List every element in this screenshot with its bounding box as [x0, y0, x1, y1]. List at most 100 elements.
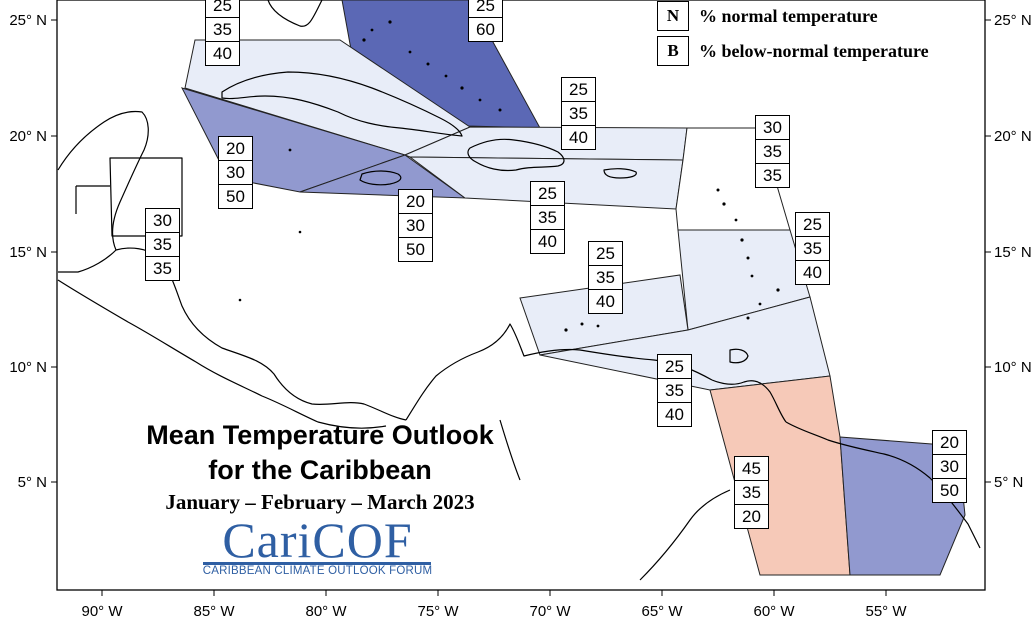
prob-above: 25	[596, 244, 615, 263]
prob-normal: 35	[735, 480, 768, 504]
x-label-90: 90° W	[81, 603, 123, 620]
prob-below: 20	[735, 504, 768, 528]
prob-normal: 35	[658, 378, 691, 402]
yucatan-coast	[57, 110, 149, 273]
prob-box-belize: 30 35 35	[145, 208, 180, 281]
coastlines	[57, 0, 981, 581]
colombia-coast	[405, 323, 713, 421]
prob-box-abc-islands: 25 35 40	[588, 241, 623, 314]
prob-box-cuba-west: 25 35 40	[205, 0, 240, 66]
prob-below: 40	[589, 289, 622, 313]
prob-above: 25	[538, 184, 557, 203]
map-period: January – February – March 2023	[165, 490, 475, 514]
region-jamaica	[299, 154, 467, 199]
florida-coast	[267, 0, 323, 27]
prob-normal: 35	[206, 17, 239, 41]
prob-normal: 30	[219, 160, 252, 184]
y-left-25: 25° N	[9, 12, 47, 29]
x-label-65: 65° W	[641, 603, 683, 620]
prob-above: 20	[226, 139, 245, 158]
prob-above: 25	[803, 215, 822, 234]
prob-below: 35	[146, 256, 179, 280]
prob-box-hispaniola: 25 35 40	[561, 77, 596, 150]
x-label-55: 55° W	[865, 603, 907, 620]
prob-normal: 35	[531, 205, 564, 229]
prob-normal: 35	[796, 236, 829, 260]
prob-below: 40	[531, 229, 564, 253]
legend-normal: N % normal temperature	[657, 1, 878, 31]
prob-normal: 35	[756, 139, 789, 163]
y-right-15: 15° N	[994, 244, 1032, 261]
prob-above: 30	[763, 118, 782, 137]
prob-below: 50	[219, 184, 252, 208]
prob-below: 40	[206, 41, 239, 65]
y-left-5: 5° N	[18, 474, 47, 491]
prob-below: 40	[562, 125, 595, 149]
caricof-logo-subtitle: CARIBBEAN CLIMATE OUTLOOK FORUM	[202, 565, 433, 577]
prob-below: 50	[399, 237, 432, 261]
y-axis-labels-left: 25° N 20° N 15° N 10° N 5° N	[9, 12, 47, 491]
prob-above: 25	[665, 357, 684, 376]
prob-below: 40	[796, 260, 829, 284]
prob-box-jamaica: 20 30 50	[398, 189, 433, 262]
x-label-60: 60° W	[753, 603, 795, 620]
pacific-coast	[57, 279, 387, 429]
south-america-interior	[499, 419, 731, 581]
prob-box-suriname: 20 30 50	[932, 430, 967, 503]
prob-normal: 60	[469, 17, 502, 41]
jamaica-coast	[359, 170, 402, 186]
prob-box-leeward-north: 30 35 35	[755, 115, 790, 188]
prob-below: 40	[658, 402, 691, 426]
venezuela-coast	[711, 379, 787, 423]
axis-y-ticks	[51, 19, 991, 483]
prob-below: 35	[756, 163, 789, 187]
y-right-5: 5° N	[994, 474, 1023, 491]
islands	[238, 20, 780, 332]
prob-above: 25	[476, 0, 495, 15]
caricof-logo: CariCOF	[222, 512, 413, 568]
axis-x-ticks	[101, 590, 887, 596]
y-right-20: 20° N	[994, 128, 1032, 145]
prob-above: 45	[742, 459, 761, 478]
map-title-line2: for the Caribbean	[208, 455, 432, 485]
prob-box-hispaniola-south: 25 35 40	[530, 181, 565, 254]
legend-key-normal: N	[657, 1, 689, 31]
x-axis-labels: 90° W 85° W 80° W 75° W 70° W 65° W 60° …	[81, 603, 907, 620]
prob-box-leeward-south: 25 35 40	[795, 212, 830, 285]
belize-box	[75, 157, 183, 237]
prob-normal: 35	[589, 265, 622, 289]
logo-rule	[203, 562, 431, 565]
x-label-75: 75° W	[417, 603, 459, 620]
prob-above: 25	[213, 0, 232, 15]
forecast-regions	[181, 0, 966, 576]
hispaniola-coast	[467, 138, 565, 172]
y-left-20: 20° N	[9, 128, 47, 145]
x-label-85: 85° W	[193, 603, 235, 620]
cuba-coast	[221, 71, 463, 137]
y-left-10: 10° N	[9, 359, 47, 376]
legend-text-normal: % normal temperature	[699, 5, 878, 26]
prob-normal: 30	[933, 454, 966, 478]
prob-box-guyana: 45 35 20	[734, 456, 769, 529]
y-right-10: 10° N	[994, 359, 1032, 376]
prob-normal: 35	[562, 101, 595, 125]
y-axis-labels-right: 25° N 20° N 15° N 10° N 5° N	[994, 12, 1032, 491]
prob-above: 20	[940, 433, 959, 452]
puerto-rico-coast	[603, 168, 637, 179]
x-label-70: 70° W	[529, 603, 571, 620]
prob-above: 25	[569, 80, 588, 99]
y-right-25: 25° N	[994, 12, 1032, 29]
legend-below: B % below-normal temperature	[657, 36, 929, 66]
trinidad-coast	[729, 348, 749, 364]
y-left-15: 15° N	[9, 244, 47, 261]
prob-below: 50	[933, 478, 966, 502]
map-title-line1: Mean Temperature Outlook	[146, 420, 494, 450]
x-label-80: 80° W	[305, 603, 347, 620]
prob-box-cuba-south: 20 30 50	[218, 136, 253, 209]
legend-text-below: % below-normal temperature	[699, 40, 929, 61]
prob-above: 20	[406, 192, 425, 211]
prob-box-trinidad: 25 35 40	[657, 354, 692, 427]
prob-normal: 30	[399, 213, 432, 237]
legend-key-below: B	[657, 36, 689, 66]
